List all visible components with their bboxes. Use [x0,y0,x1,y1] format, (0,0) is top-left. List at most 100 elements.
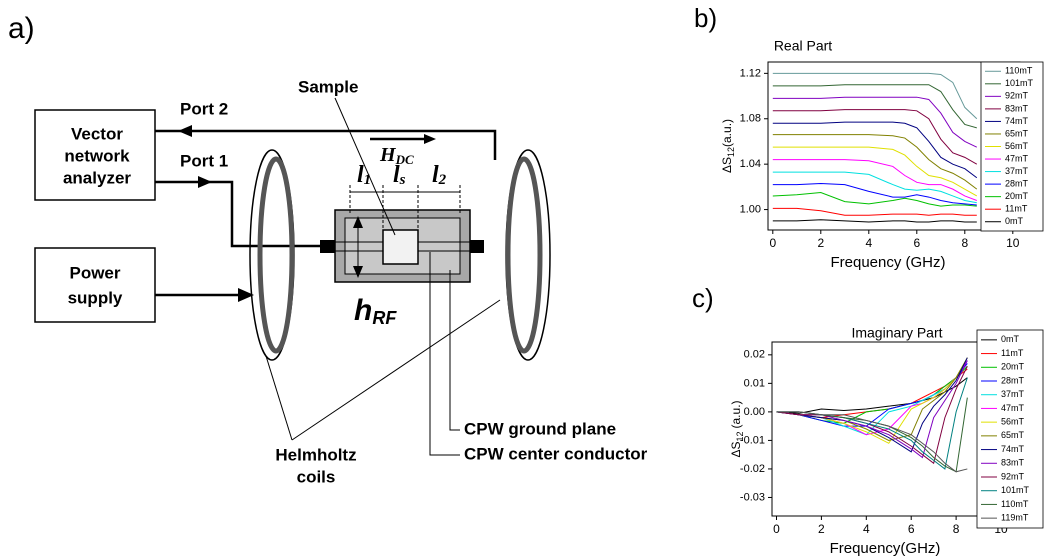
arrow-head [178,125,192,137]
x-tick-label: 6 [908,522,915,536]
panel-label: a) [8,12,35,45]
y-axis-label: ΔS12 (a.u.) [729,400,745,457]
arrow-head [353,216,363,228]
data-line [776,357,968,453]
y-tick-label: 1.08 [740,113,761,125]
legend-label: 28mT [1005,178,1029,188]
l2-label: l2 [432,162,447,189]
y-tick-label: 1.00 [740,203,761,215]
data-line [772,121,978,179]
x-axis-label: Frequency (GHz) [830,254,945,271]
l1-label: l1 [357,162,371,189]
data-line [772,219,977,223]
connector [320,240,335,253]
data-line [772,146,978,197]
vna-label: network [64,146,130,165]
legend-label: 20mT [1005,191,1029,201]
x-tick-label: 2 [817,236,824,250]
legend-label: 74mT [1001,444,1025,454]
leader [291,299,501,441]
power-box [34,247,156,323]
symbol: l [393,162,400,188]
y-label-main: ΔS [729,442,743,458]
arrow-head [238,288,254,302]
legend-label: 101mT [1001,485,1030,495]
legend-label: 92mT [1005,91,1029,101]
vna-label: Vector [71,124,123,143]
coils-label: Helmholtz [275,445,356,464]
legend-label: 0mT [1005,216,1024,226]
x-tick-label: 0 [769,236,776,250]
power-label: Power [69,263,120,282]
port-label: Port 1 [180,151,228,170]
vna-label: analyzer [63,168,131,187]
legend-label: 47mT [1005,153,1029,163]
legend-label: 65mT [1001,430,1025,440]
data-line [772,192,977,207]
legend-label: 11mT [1005,204,1028,214]
sample-square [382,229,419,265]
sample-label: Sample [298,77,358,96]
leader [334,97,396,236]
ground-label: CPW ground plane [464,419,616,438]
data-line [776,411,968,473]
legend-label: 20mT [1001,362,1025,372]
symbol: h [354,294,372,327]
port1-wire [155,180,322,248]
ls-label: ls [393,162,406,189]
data-line [776,360,968,436]
legend-label: 65mT [1005,128,1029,138]
data-line [772,134,978,190]
hrf-label: hRF [354,294,397,328]
data-line [772,182,977,206]
legend-label: 28mT [1001,375,1025,385]
x-tick-label: 4 [865,236,872,250]
y-label-rest: (a.u.) [729,400,743,428]
subscript: 2 [438,172,447,188]
x-tick-label: 2 [818,522,825,536]
vna-box [34,109,156,201]
legend-label: 119mT [1001,513,1029,523]
panel-label: b) [694,3,717,33]
chart-title: Real Part [774,38,832,54]
legend-label: 83mT [1001,458,1025,468]
legend-label: 56mT [1005,141,1029,151]
arrow-head [353,266,363,278]
x-tick-label: 8 [961,236,968,250]
hdc-label: HDC [379,144,414,167]
legend-label: 47mT [1001,403,1025,413]
x-tick-label: 10 [1006,236,1020,250]
legend-label: 110mT [1001,499,1029,509]
center-label: CPW center conductor [464,444,648,463]
data-line [776,360,968,436]
leader [449,270,460,431]
data-line [772,159,977,201]
leader [429,252,460,456]
subscript: s [399,172,406,188]
data-line [772,207,977,216]
y-tick-label: 0.00 [744,406,765,418]
y-tick-label: 0.02 [744,349,765,361]
data-line [776,377,968,414]
symbol: l [357,162,364,188]
x-axis-label: Frequency(GHz) [830,540,941,557]
coils-label: coils [297,467,336,486]
x-tick-label: 8 [953,522,960,536]
y-tick-label: 1.12 [740,67,761,79]
y-axis-label: ΔS12(a.u.) [720,119,736,173]
y-label-main: ΔS [720,157,734,173]
data-line [772,109,978,165]
symbol: l [432,162,439,188]
legend-label: 83mT [1005,103,1029,113]
chart-title: Imaginary Part [851,325,942,341]
legend-label: 37mT [1001,389,1025,399]
y-label-sub: 12 [735,431,745,441]
panel-label: c) [692,283,714,313]
legend-label: 74mT [1005,116,1029,126]
y-tick-label: -0.01 [740,434,765,446]
coil [505,156,543,354]
y-tick-label: -0.03 [740,491,765,503]
port2-wire [155,129,497,160]
y-tick-label: 0.01 [744,377,765,389]
